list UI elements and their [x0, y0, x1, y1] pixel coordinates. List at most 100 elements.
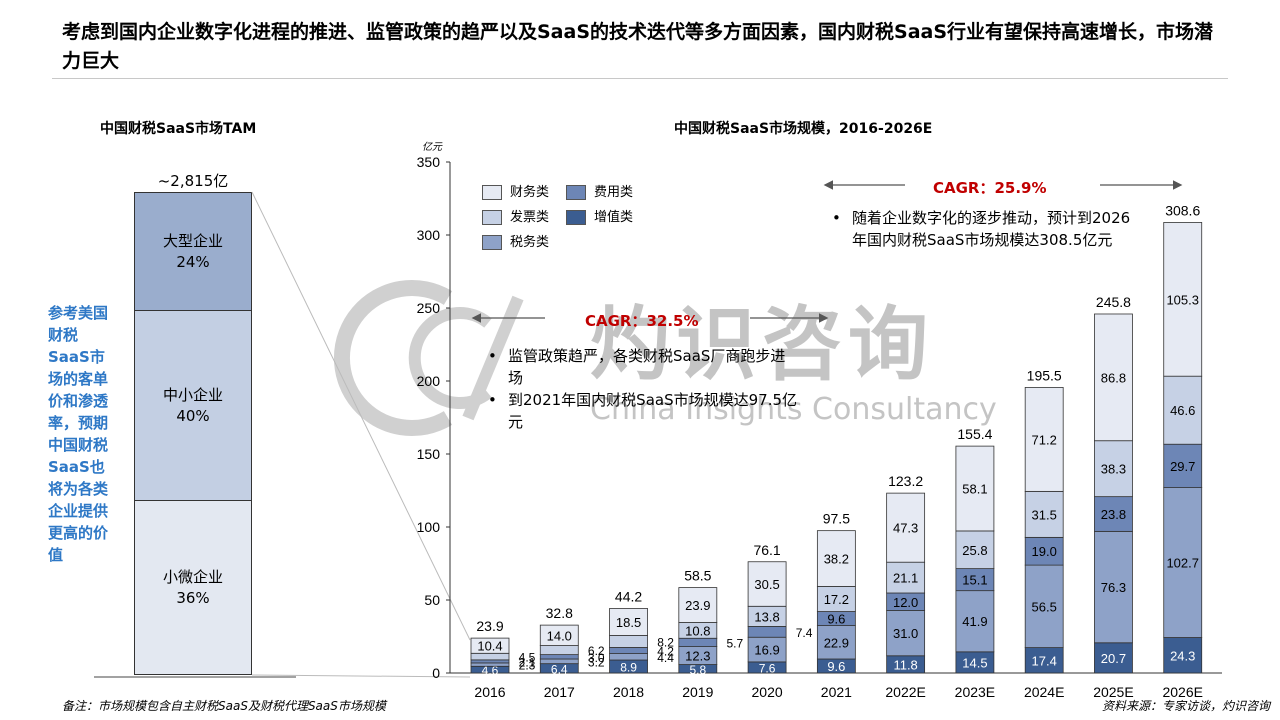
bar-segment: [886, 610, 926, 657]
y-tick-label: 100: [417, 519, 441, 535]
bar-total-label: 123.2: [888, 473, 923, 489]
bar-value-label: 9.6: [827, 659, 845, 674]
bar-value-label: 20.7: [1101, 651, 1126, 666]
bar-value-label: 29.7: [1170, 459, 1195, 474]
tam-segment-name: 小微企业: [162, 567, 223, 586]
bar-value-label: 86.8: [1101, 370, 1126, 385]
bar-value-label: 4.2: [657, 645, 674, 659]
bar-value-label: 11.8: [893, 657, 917, 672]
cagr-historical: CAGR：32.5%: [585, 312, 699, 330]
note-historical: • 监管政策趋严，各类财税SaaS厂商跑步进场 • 到2021年国内财税SaaS市场…: [488, 345, 818, 433]
bar-value-label: 4.6: [482, 664, 499, 678]
chart-title: 中国财税SaaS市场规模，2016-2026E: [674, 121, 933, 137]
bar-value-label: 46.6: [1170, 403, 1195, 418]
bar-value-label: 2.1: [519, 655, 536, 669]
cagr-forecast: CAGR：25.9%: [933, 179, 1047, 197]
bar-segment: [816, 530, 856, 587]
bar-value-label: 17.2: [824, 592, 849, 607]
bar-segment: [470, 637, 510, 654]
bar-segment: [1094, 496, 1133, 532]
tam-segment-name: 大型企业: [162, 231, 223, 250]
bar-segment: [747, 561, 787, 607]
bar-value-label: 22.9: [824, 635, 849, 650]
bar-value-label: 19.0: [1032, 544, 1057, 559]
bar-value-label: 2.3: [519, 659, 536, 673]
source: 资料来源：专家访谈，灼识咨询: [1101, 699, 1270, 713]
tam-segment-share: 36%: [176, 588, 210, 607]
bar-segment: [1024, 490, 1064, 538]
bar-total-label: 97.5: [823, 511, 850, 527]
bar-value-label: 12.3: [685, 649, 710, 664]
bar-value-label: 17.4: [1032, 653, 1057, 668]
bar-value-label: 12.0: [893, 595, 918, 610]
bar-value-label: 9.6: [827, 612, 845, 627]
legend-swatch: [482, 185, 502, 200]
bar-segment: [1024, 536, 1064, 566]
bar-segment: [1163, 487, 1203, 638]
bar-value-label: 23.8: [1101, 507, 1126, 522]
legend-label: 增值类: [594, 210, 634, 225]
x-tick-label: 2025E: [1093, 684, 1133, 700]
bar-segment: [1094, 642, 1133, 674]
bar-value-label: 102.7: [1166, 556, 1199, 571]
x-tick-label: 2016: [474, 684, 505, 700]
bar-value-label: 47.3: [893, 521, 918, 536]
bar-segment: [678, 587, 718, 623]
bar-total-label: 23.9: [476, 618, 503, 634]
bar-segment: [1163, 375, 1203, 445]
bar-value-label: 4.5: [519, 651, 536, 665]
y-tick-label: 50: [424, 592, 440, 608]
bar-segment: [816, 586, 856, 612]
bar-value-label: 76.3: [1101, 580, 1126, 595]
bar-total-label: 76.1: [753, 542, 780, 558]
bar-value-label: 30.5: [754, 577, 779, 592]
bar-value-label: 16.9: [754, 643, 779, 658]
legend-label: 财务类: [510, 185, 550, 200]
bar-value-label: 25.8: [962, 543, 987, 558]
note-forecast: • 随着企业数字化的逐步推动，预计到2026年国内财税SaaS市场规模达308.5…: [832, 207, 1142, 251]
bar-value-label: 14.5: [962, 655, 987, 670]
bar-value-label: 10.4: [477, 639, 502, 654]
bar-value-label: 105.3: [1166, 292, 1199, 307]
bar-value-label: 14.0: [547, 628, 572, 643]
x-tick-label: 2026E: [1162, 684, 1202, 700]
bar-value-label: 24.3: [1170, 648, 1195, 663]
bar-value-label: 18.5: [616, 615, 641, 630]
tam-segment-share: 40%: [176, 406, 210, 425]
footnote: 备注：市场规模包含自主财税SaaS及财税代理SaaS市场规模: [62, 699, 386, 713]
header-divider: [52, 78, 1228, 79]
y-tick-label: 200: [417, 373, 441, 389]
bar-segment: [539, 624, 579, 646]
bar-value-label: 21.1: [893, 571, 918, 586]
bar-value-label: 38.2: [824, 552, 849, 567]
note-item: • 到2021年国内财税SaaS市场规模达97.5亿元: [488, 391, 798, 431]
y-tick-label: 350: [417, 154, 441, 170]
bar-segment: [886, 561, 926, 594]
tam-segment-sme: 中小企业 40%: [134, 310, 252, 501]
tam-segment-large: 大型企业 24%: [134, 192, 252, 311]
headline: 考虑到国内企业数字化进程的推进、监管政策的趋严以及SaaS的技术迭代等多方面因素…: [62, 21, 1214, 72]
legend-label: 费用类: [594, 185, 634, 200]
legend-swatch: [566, 210, 586, 225]
x-tick-label: 2023E: [955, 684, 995, 700]
x-tick-label: 2021: [821, 684, 852, 700]
bar-segment: [1163, 443, 1203, 488]
bar-segment: [955, 445, 995, 532]
tam-segment-share: 24%: [176, 252, 210, 271]
bar-total-label: 44.2: [615, 588, 642, 604]
legend-item-invoice: 发票类: [482, 206, 549, 225]
note-item: • 监管政策趋严，各类财税SaaS厂商跑步进场: [488, 347, 786, 387]
x-tick-label: 2020: [752, 684, 783, 700]
bar-value-label: 23.9: [685, 598, 710, 613]
legend-item-tax: 税务类: [482, 231, 549, 250]
bar-segment: [886, 492, 926, 563]
bar-value-label: 58.1: [962, 482, 987, 497]
y-tick-label: 0: [432, 665, 440, 681]
legend-label: 税务类: [510, 235, 550, 250]
bar-value-label: 31.5: [1032, 507, 1057, 522]
bar-segment: [1094, 530, 1133, 644]
bar-segment: [1163, 222, 1203, 377]
bar-segment: [1094, 440, 1133, 498]
bar-value-label: 10.8: [685, 623, 710, 638]
